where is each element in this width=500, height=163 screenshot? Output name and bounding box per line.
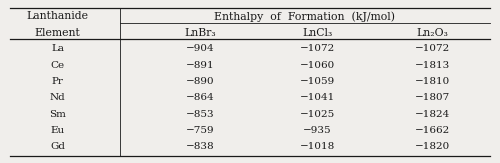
Text: −853: −853 — [186, 110, 214, 119]
Text: −1813: −1813 — [415, 61, 450, 70]
Text: −759: −759 — [186, 126, 214, 135]
Text: −890: −890 — [186, 77, 214, 86]
Text: −1059: −1059 — [300, 77, 335, 86]
Text: −1041: −1041 — [300, 93, 335, 102]
Text: −1824: −1824 — [415, 110, 450, 119]
Text: −1072: −1072 — [300, 44, 335, 53]
Text: Nd: Nd — [50, 93, 66, 102]
Text: −1810: −1810 — [415, 77, 450, 86]
Text: Gd: Gd — [50, 142, 65, 151]
Text: −1060: −1060 — [300, 61, 335, 70]
Text: LnBr₃: LnBr₃ — [184, 28, 216, 38]
Text: Eu: Eu — [50, 126, 64, 135]
Text: −838: −838 — [186, 142, 214, 151]
Text: −1072: −1072 — [415, 44, 450, 53]
Text: La: La — [51, 44, 64, 53]
Text: −904: −904 — [186, 44, 214, 53]
Text: −864: −864 — [186, 93, 214, 102]
Text: Sm: Sm — [49, 110, 66, 119]
Text: Ln₂O₃: Ln₂O₃ — [416, 28, 448, 38]
Text: −891: −891 — [186, 61, 214, 70]
Text: Lanthanide: Lanthanide — [26, 11, 88, 21]
Text: −935: −935 — [303, 126, 332, 135]
Text: −1018: −1018 — [300, 142, 335, 151]
Text: −1807: −1807 — [415, 93, 450, 102]
Text: Element: Element — [34, 28, 80, 38]
Text: −1025: −1025 — [300, 110, 335, 119]
Text: LnCl₃: LnCl₃ — [302, 28, 332, 38]
Text: Ce: Ce — [50, 61, 64, 70]
Text: Enthalpy  of  Formation  (kJ/mol): Enthalpy of Formation (kJ/mol) — [214, 11, 396, 22]
Text: Pr: Pr — [52, 77, 64, 86]
Text: −1662: −1662 — [415, 126, 450, 135]
Text: −1820: −1820 — [415, 142, 450, 151]
